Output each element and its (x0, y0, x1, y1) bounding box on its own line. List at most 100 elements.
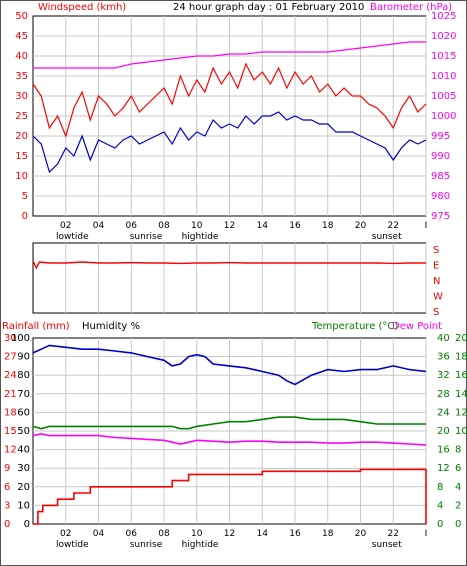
rainfall-line (33, 468, 427, 525)
barometer-tick-label: 995 (431, 131, 450, 142)
event-label-sunrise: sunrise (130, 232, 163, 242)
compass-label: W (433, 292, 443, 303)
windspeed-tick-label: 25 (15, 111, 28, 122)
x-tick-label: 10 (191, 221, 203, 231)
temperature-tick-label: 32 (437, 370, 450, 381)
temperature-tick-label: 0 (437, 519, 443, 530)
humidity-tick-label: 20 (17, 482, 30, 493)
dewpoint-tick-label: 8 (455, 445, 461, 456)
event-label-hightide: hightide (182, 232, 219, 242)
event-label-sunrise: sunrise (130, 540, 163, 550)
barometer-line (33, 41, 426, 69)
dewpoint-tick-label: 20 (455, 333, 467, 344)
x-tick-label: 16 (289, 529, 301, 539)
humidity-tick-label: 40 (17, 445, 30, 456)
x-tick-label: 22 (388, 221, 399, 231)
temperature-tick-label: 4 (437, 500, 443, 511)
rainfall-tick-label: 21 (4, 389, 17, 400)
temperature-line (32, 416, 426, 430)
windspeed-tick-label: 20 (15, 131, 28, 142)
x-tick-label: 18 (322, 529, 334, 539)
x-tick-label: 12 (224, 221, 235, 231)
rainfall-axis-title: Rainfall (mm) (2, 321, 70, 332)
event-label-sunset: sunset (372, 232, 402, 242)
dewpoint-tick-label: 0 (455, 519, 461, 530)
x-tick-label: 22 (388, 529, 399, 539)
x-tick-label: 14 (257, 221, 269, 231)
humidity-tick-label: 90 (17, 352, 30, 363)
x-tick-label: 06 (126, 529, 138, 539)
rainfall-tick-label: 27 (4, 352, 17, 363)
wind-gust-line (32, 62, 427, 138)
temperature-tick-label: 40 (437, 333, 450, 344)
humidity-tick-label: 10 (17, 500, 30, 511)
x-tick-label: 20 (355, 221, 367, 231)
barometer-tick-label: 1010 (431, 71, 456, 82)
humidity-tick-label: 70 (17, 389, 30, 400)
wind-average-line (32, 111, 427, 174)
temperature-tick-label: 20 (437, 426, 450, 437)
x-tick-label: 10 (191, 529, 203, 539)
event-label-lowtide: lowtide (56, 540, 89, 550)
barometer-axis-title: Barometer (hPa) (370, 2, 452, 13)
windspeed-tick-label: 5 (22, 191, 28, 202)
barometer-tick-label: 1015 (431, 51, 456, 62)
barometer-tick-label: 1000 (431, 111, 456, 122)
temperature-tick-label: 36 (437, 352, 450, 363)
barometer-tick-label: 1005 (431, 91, 456, 102)
rainfall-tick-label: 3 (4, 500, 10, 511)
windspeed-tick-label: 50 (15, 11, 28, 22)
x-tick-label: 20 (355, 529, 367, 539)
dewpoint-tick-label: 14 (455, 389, 467, 400)
windspeed-tick-label: 45 (15, 31, 28, 42)
rainfall-tick-label: 24 (4, 370, 17, 381)
windspeed-tick-label: 30 (15, 91, 28, 102)
humidity-tick-label: 30 (17, 463, 30, 474)
windspeed-tick-label: 40 (15, 51, 28, 62)
compass-label: N (433, 276, 440, 287)
humidity-tick-label: 80 (17, 370, 30, 381)
temperature-tick-label: 12 (437, 463, 450, 474)
humidity-line (32, 344, 427, 386)
temperature-tick-label: 28 (437, 389, 450, 400)
rainfall-tick-label: 9 (4, 463, 10, 474)
barometer-tick-label: 990 (431, 151, 450, 162)
temperature-axis-title: Temperature (°C) (311, 321, 398, 332)
x-tick-label: 06 (126, 221, 138, 231)
temperature-tick-label: 16 (437, 445, 450, 456)
x-tick-label: I (425, 221, 428, 231)
dewpoint-axis-title: Dew Point (392, 321, 442, 332)
barometer-tick-label: 980 (431, 191, 450, 202)
x-tick-label: 12 (224, 529, 235, 539)
event-label-lowtide: lowtide (56, 232, 89, 242)
compass-label: E (433, 261, 439, 272)
x-tick-label: 04 (93, 221, 105, 231)
dewpoint-tick-label: 10 (455, 426, 467, 437)
humidity-tick-label: 60 (17, 407, 30, 418)
rainfall-tick-label: 12 (4, 445, 17, 456)
rainfall-tick-label: 0 (4, 519, 10, 530)
temperature-tick-label: 24 (437, 407, 450, 418)
dewpoint-tick-label: 2 (455, 500, 461, 511)
humidity-tick-label: 0 (24, 519, 30, 530)
windspeed-tick-label: 0 (22, 211, 28, 222)
humidity-tick-label: 50 (17, 426, 30, 437)
graph-title: 24 hour graph day : 01 February 2010 (173, 2, 364, 13)
dewpoint-line (32, 432, 427, 446)
dewpoint-tick-label: 4 (455, 482, 461, 493)
rainfall-tick-label: 30 (4, 333, 17, 344)
x-tick-label: 04 (93, 529, 105, 539)
x-tick-label: 08 (158, 221, 170, 231)
rainfall-tick-label: 18 (4, 407, 17, 418)
x-tick-label: 02 (60, 529, 71, 539)
humidity-axis-title: Humidity % (82, 321, 140, 332)
dewpoint-tick-label: 18 (455, 352, 467, 363)
x-tick-label: 08 (158, 529, 170, 539)
barometer-tick-label: 1025 (431, 11, 456, 22)
dewpoint-tick-label: 12 (455, 407, 467, 418)
rainfall-tick-label: 6 (4, 482, 10, 493)
temperature-tick-label: 8 (437, 482, 443, 493)
windspeed-tick-label: 15 (15, 151, 28, 162)
windspeed-axis-title: Windspeed (kmh) (38, 2, 126, 13)
